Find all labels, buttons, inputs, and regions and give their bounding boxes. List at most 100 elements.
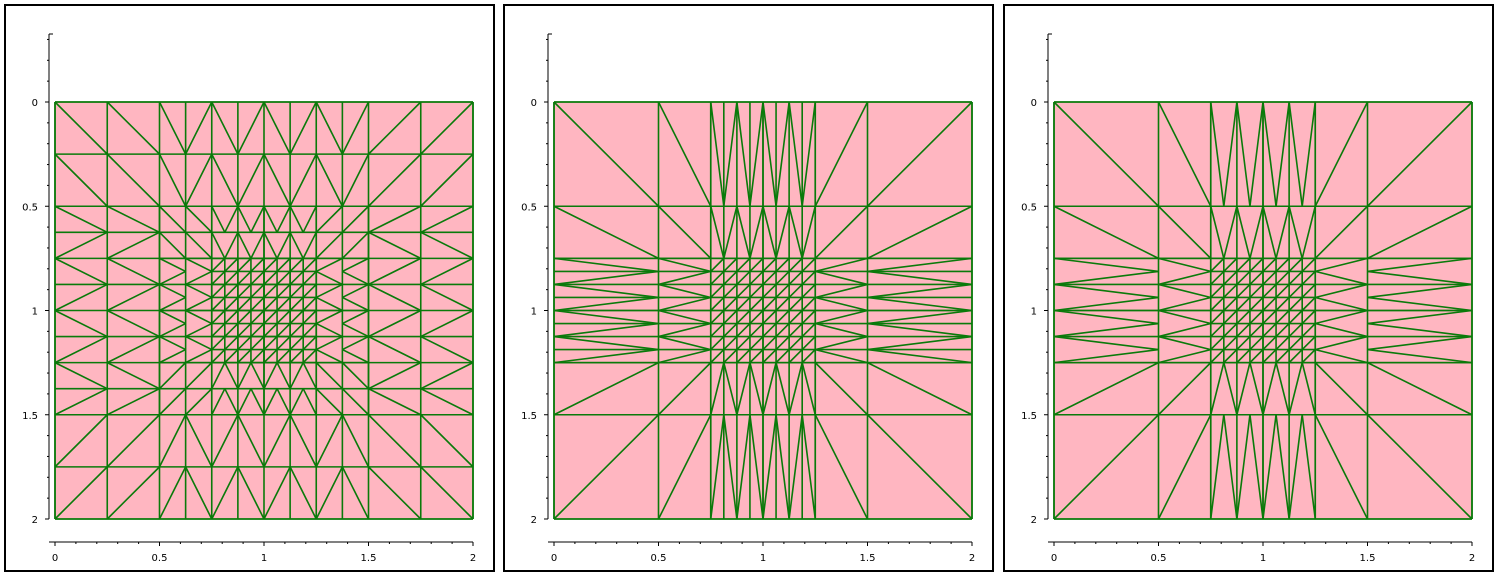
mesh-edge: [788, 296, 803, 312]
mesh-edge: [1249, 270, 1264, 286]
mesh-edge: [801, 296, 816, 312]
mesh-edge: [867, 270, 973, 286]
mesh-edge: [775, 414, 790, 520]
mesh-edge: [54, 101, 108, 155]
x-tick-label: 1: [261, 553, 267, 564]
mesh-edge: [723, 270, 738, 286]
mesh-edge: [1223, 309, 1238, 325]
mesh-edge: [736, 101, 751, 207]
mesh-edge: [211, 349, 226, 364]
mesh-edge: [1275, 206, 1290, 259]
mesh-edge: [553, 205, 659, 260]
mesh-edge: [224, 270, 239, 286]
mesh-edge: [1053, 335, 1159, 351]
mesh-edge: [185, 362, 213, 390]
mesh-edge: [237, 296, 252, 312]
mesh-edge: [276, 270, 291, 286]
x-tick-label: 1: [760, 553, 766, 564]
mesh-edge: [315, 257, 343, 273]
mesh-edge: [1275, 309, 1290, 325]
y-tick-label: 2: [1031, 515, 1037, 526]
mesh-edge: [302, 205, 317, 233]
mesh-edge: [749, 414, 764, 520]
mesh-edge: [1209, 414, 1225, 520]
mesh-edge: [1158, 296, 1211, 312]
mesh-edge: [289, 296, 304, 312]
mesh-edge: [1249, 362, 1264, 415]
mesh-edge: [54, 153, 108, 207]
mesh-edge: [736, 322, 751, 338]
mesh-edge: [342, 335, 369, 351]
mesh-edge: [553, 283, 659, 299]
mesh-edge: [1288, 335, 1303, 351]
mesh-edge: [185, 231, 213, 259]
mesh-edge: [1275, 257, 1290, 272]
mesh-edge: [341, 205, 370, 233]
mesh-edge: [159, 348, 186, 364]
mesh-edge: [302, 349, 317, 364]
mesh-edge: [1301, 335, 1316, 351]
mesh-edge: [211, 362, 226, 390]
mesh-edge: [1275, 270, 1290, 286]
mesh-edge: [801, 270, 816, 286]
mesh-edge: [185, 348, 213, 364]
mesh-edge: [54, 283, 108, 312]
mesh-edge: [1053, 270, 1159, 286]
mesh-edge: [749, 335, 764, 351]
mesh-edge: [342, 309, 369, 325]
mesh-edge: [420, 153, 474, 207]
mesh-edge: [211, 466, 239, 520]
mesh-edge: [710, 296, 725, 312]
mesh-edge: [263, 309, 278, 325]
y-tick-label: 0.5: [521, 202, 537, 213]
mesh-plot-1: 0 0.5 1 1.5 2 0 0.5 1 1.5 2: [22, 33, 476, 564]
mesh-edge: [1223, 322, 1238, 338]
mesh-edge: [1158, 322, 1211, 338]
mesh-edge: [341, 466, 370, 520]
mesh-edge: [289, 205, 304, 233]
mesh-edge: [775, 362, 790, 415]
mesh-edge: [775, 283, 790, 299]
mesh-edge: [185, 309, 213, 325]
y-tick-label: 1: [1031, 307, 1037, 318]
mesh-edge: [420, 335, 474, 364]
mesh-edge: [1158, 283, 1211, 299]
mesh-edge: [302, 257, 317, 272]
mesh-edges: [54, 101, 474, 520]
mesh-edge: [420, 231, 474, 260]
mesh-edge: [1053, 361, 1159, 416]
mesh-edge: [263, 231, 278, 259]
mesh-edge: [658, 322, 711, 338]
mesh-edge: [658, 348, 711, 364]
mesh-edge: [723, 349, 738, 364]
mesh-edge: [1223, 206, 1238, 259]
mesh-edge: [1249, 309, 1264, 325]
mesh-edge: [289, 270, 304, 286]
mesh-edge: [788, 101, 803, 207]
mesh-edge: [185, 283, 213, 299]
mesh-edge: [1223, 362, 1238, 415]
mesh-edge: [341, 101, 370, 155]
mesh-edge: [54, 466, 108, 520]
mesh-edge: [553, 309, 659, 325]
mesh-edge: [1262, 335, 1277, 351]
mesh-edge: [553, 257, 659, 273]
mesh-edge: [723, 296, 738, 312]
mesh-edge: [276, 296, 291, 312]
mesh-edge: [723, 335, 738, 351]
mesh-edge: [553, 361, 659, 416]
mesh-panel-1: 0 0.5 1 1.5 2 0 0.5 1 1.5 2: [4, 4, 495, 572]
mesh-edge: [1236, 362, 1251, 415]
mesh-edge: [814, 101, 869, 207]
mesh-edge: [1157, 101, 1212, 207]
mesh-edge: [1157, 205, 1212, 259]
mesh-edge: [1315, 348, 1368, 364]
mesh-edge: [658, 335, 711, 351]
mesh-edge: [302, 231, 317, 259]
mesh-edge: [788, 362, 803, 415]
mesh-edge: [788, 335, 803, 351]
mesh-edge: [289, 335, 304, 351]
mesh-edge: [815, 335, 868, 351]
mesh-edge: [367, 153, 422, 207]
mesh-edge: [159, 296, 186, 312]
